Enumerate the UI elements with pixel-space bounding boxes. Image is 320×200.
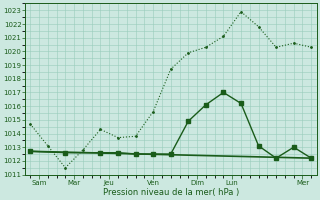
X-axis label: Pression niveau de la mer( hPa ): Pression niveau de la mer( hPa ) — [103, 188, 239, 197]
